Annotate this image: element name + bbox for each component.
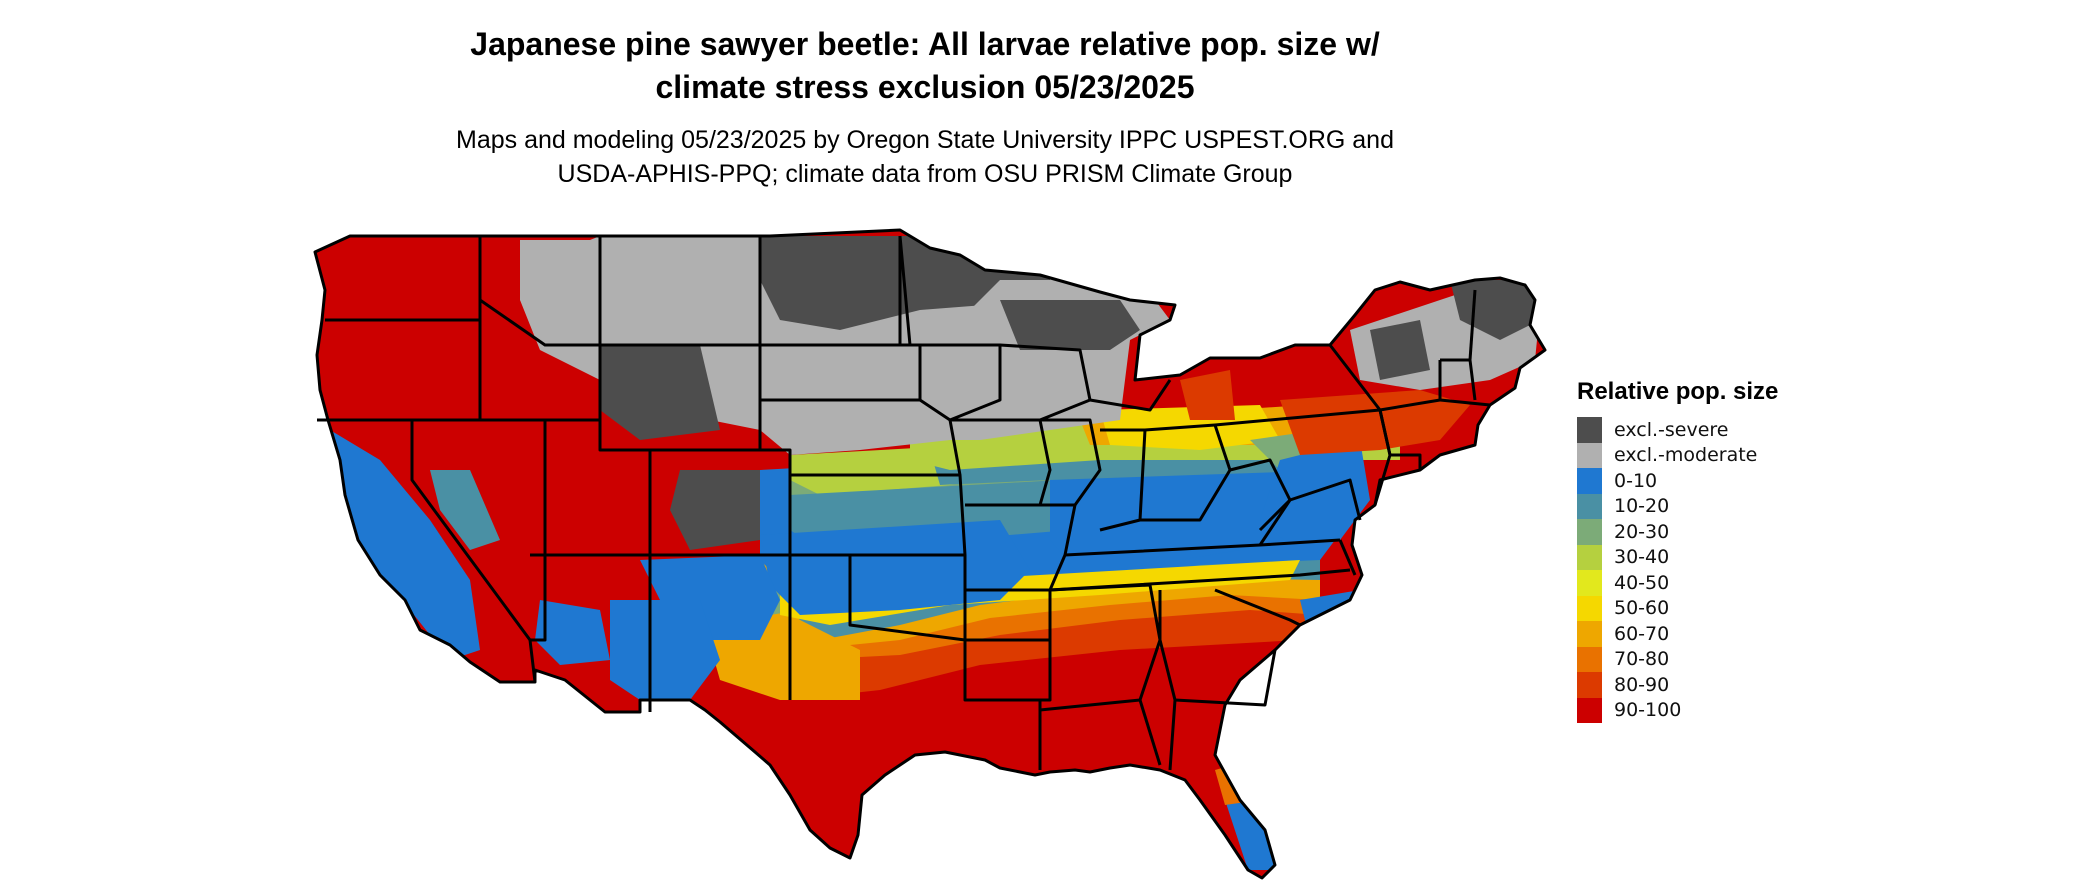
legend-swatch	[1577, 544, 1602, 570]
legend-label: 70-80	[1614, 648, 1670, 671]
legend-title: Relative pop. size	[1577, 378, 1779, 405]
wi-border	[999, 343, 1092, 422]
legend-label: 50-60	[1614, 597, 1670, 620]
al-ga-border	[1158, 590, 1177, 771]
ca-nv-border	[410, 420, 532, 641]
il-border	[1040, 418, 1102, 506]
legend-swatch	[1577, 646, 1602, 672]
zone-0-10-california	[330, 430, 480, 660]
mi-border	[1089, 379, 1172, 412]
ia-border	[950, 418, 1052, 507]
map-subtitle: Maps and modeling 05/23/2025 by Oregon S…	[0, 123, 1850, 191]
legend-swatch	[1577, 493, 1602, 519]
ny-border	[1328, 344, 1442, 412]
legend-label: 0-10	[1614, 469, 1658, 492]
legend-item: 60-70	[1577, 621, 1778, 647]
map-title-line-1: Japanese pine sawyer beetle: All larvae …	[470, 26, 1380, 62]
zone-excl-severe-colorado	[670, 470, 760, 550]
nc-border	[1338, 539, 1357, 576]
zone-excl-severe-wyoming	[600, 345, 720, 440]
legend-swatch	[1577, 595, 1602, 621]
legend-label: 20-30	[1614, 520, 1670, 543]
state-boundaries	[313, 228, 1547, 880]
ga-fl-border	[1174, 649, 1277, 707]
map-subtitle-line-1: Maps and modeling 05/23/2025 by Oregon S…	[456, 126, 1394, 154]
legend-swatch	[1577, 519, 1602, 545]
legend-item: 20-30	[1577, 519, 1778, 545]
ar-la-border	[1040, 640, 1052, 702]
zone-excl-severe-wisconsin	[1000, 300, 1140, 350]
legend-item: excl.-moderate	[1577, 442, 1778, 468]
ok-border	[790, 553, 967, 642]
map-title: Japanese pine sawyer beetle: All larvae …	[0, 23, 1850, 109]
tx-la-border	[963, 640, 1042, 770]
legend-item: 10-20	[1577, 493, 1778, 519]
legend-item: 90-100	[1577, 697, 1778, 723]
legend-label: 80-90	[1614, 673, 1670, 696]
ga-sc-border	[1214, 588, 1301, 627]
ks-border	[788, 474, 967, 557]
az-west-border	[528, 553, 547, 683]
ut-border	[545, 448, 760, 557]
legend-swatch	[1577, 570, 1602, 596]
legend-item: 40-50	[1577, 570, 1778, 596]
legend-item: 70-80	[1577, 646, 1778, 672]
zone-10-20-nevada	[430, 470, 500, 550]
sd-border	[758, 236, 922, 402]
zone-0-10-southern-plains	[760, 520, 1030, 615]
legend-label: excl.-severe	[1614, 418, 1729, 441]
wv-border	[1229, 458, 1292, 532]
legend-swatch	[1577, 672, 1602, 698]
zone-80-90-michigan	[1180, 370, 1235, 420]
map-title-line-2: climate stress exclusion 05/23/2025	[655, 69, 1195, 105]
zone-excl-severe-adirondacks	[1370, 320, 1430, 380]
zone-0-10-southwest	[610, 600, 720, 700]
legend-label: 60-70	[1614, 622, 1670, 645]
legend-item: excl.-severe	[1577, 417, 1778, 443]
ma-border	[1439, 398, 1491, 407]
legend-label: 40-50	[1614, 571, 1670, 594]
legend-item: 30-40	[1577, 544, 1778, 570]
ms-al-border	[1138, 699, 1162, 766]
legend-swatch	[1577, 468, 1602, 494]
tn-south-border	[1049, 568, 1351, 592]
mn-west-border	[898, 235, 920, 347]
legend-label: 90-100	[1614, 699, 1682, 722]
legend-swatch	[1577, 417, 1602, 443]
us-outline	[313, 228, 1547, 880]
legend-label: 10-20	[1614, 495, 1670, 518]
legend-item: 0-10	[1577, 468, 1778, 494]
mn-south-border	[920, 343, 1002, 422]
zone-0-10-new-mexico	[640, 555, 780, 640]
map-legend: Relative pop. size excl.-severe excl.-mod…	[1577, 378, 1778, 723]
legend-swatch	[1577, 442, 1602, 468]
map-subtitle-line-2: USDA-APHIS-PPQ; climate data from OSU PR…	[557, 160, 1293, 188]
zone-0-10-arizona	[535, 600, 610, 665]
in-border	[1099, 428, 1147, 532]
md-de-border	[1390, 453, 1422, 470]
zone-80-90-new-york	[1280, 390, 1470, 455]
legend-label: excl.-moderate	[1614, 444, 1758, 467]
legend-item: 50-60	[1577, 595, 1778, 621]
legend-item: 80-90	[1577, 672, 1778, 698]
id-mt-border	[478, 236, 602, 347]
va-border	[1258, 478, 1362, 546]
legend-items: excl.-severe excl.-moderate 0-10 10-20 20-30…	[1577, 417, 1778, 723]
legend-swatch	[1577, 621, 1602, 647]
legend-label: 30-40	[1614, 546, 1670, 569]
nh-me-border	[1468, 289, 1477, 361]
zone-excl-moderate-montana	[520, 240, 620, 330]
legend-swatch	[1577, 697, 1602, 723]
